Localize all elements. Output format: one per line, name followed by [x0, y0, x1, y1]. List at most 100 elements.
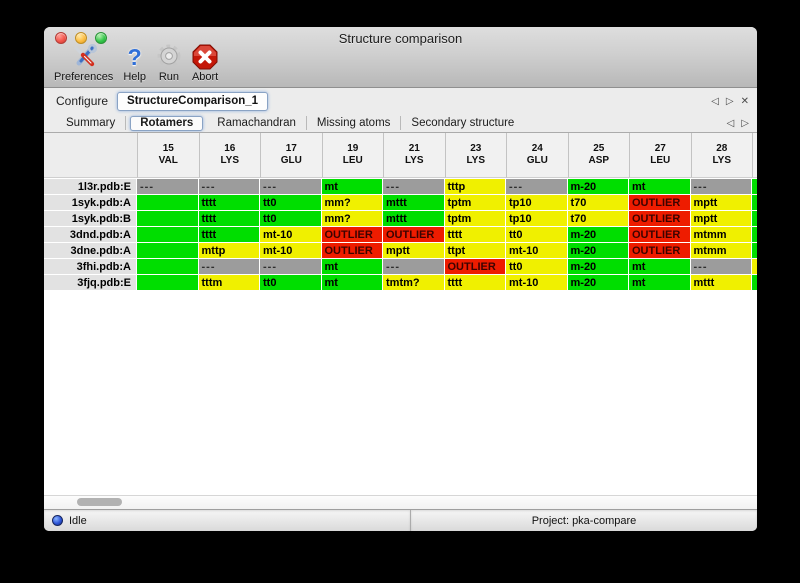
column-header-21[interactable]: 21 LYS	[383, 133, 445, 178]
rotamer-cell[interactable]: m-20	[567, 243, 628, 258]
rotamer-cell[interactable]: mttt	[383, 211, 444, 226]
close-window-button[interactable]	[55, 32, 67, 44]
rotamer-cell[interactable]: tt0	[260, 195, 321, 210]
rotamer-cell[interactable]: tmtm?	[383, 275, 444, 290]
title-bar[interactable]: Structure comparison	[44, 27, 757, 48]
rotamer-cell[interactable]: ttpt	[444, 243, 505, 258]
rotamer-cell[interactable]: mttt	[383, 195, 444, 210]
rotamer-cell[interactable]	[137, 275, 198, 290]
rotamer-cell[interactable]: OUTLIER	[629, 211, 690, 226]
rotamer-cell[interactable]: mt	[629, 179, 690, 194]
rotamer-cell[interactable]: tttt	[198, 227, 259, 242]
rotamer-cell[interactable]: tttp	[444, 179, 505, 194]
rotamer-cell[interactable]: tp10	[506, 211, 567, 226]
rotamer-cell[interactable]: OUTLIER	[629, 243, 690, 258]
rotamer-cell[interactable]: tt0	[506, 259, 567, 274]
rotamer-cell[interactable]: mt-10	[260, 243, 321, 258]
row-label[interactable]: 1syk.pdb:A	[44, 195, 136, 210]
rotamer-cell[interactable]: mttp	[198, 243, 259, 258]
column-header-19[interactable]: 19 LEU	[321, 133, 383, 178]
rotamer-cell[interactable]: ---	[198, 259, 259, 274]
rotamer-cell[interactable]: mt-10	[506, 243, 567, 258]
column-header-24[interactable]: 24 GLU	[506, 133, 568, 178]
rotamer-cell[interactable]: mm?	[321, 195, 382, 210]
close-config-icon[interactable]: ✕	[740, 95, 749, 107]
rotamer-cell[interactable]: mttt	[690, 275, 751, 290]
rotamer-cell[interactable]: ---	[383, 259, 444, 274]
row-label[interactable]: 3fjq.pdb:E	[44, 275, 136, 290]
rotamer-cell[interactable]: ---	[690, 179, 751, 194]
tab-missing-atoms[interactable]: Missing atoms	[307, 116, 402, 130]
scrollbar-thumb[interactable]	[77, 498, 122, 506]
rotamer-cell[interactable]: ---	[506, 179, 567, 194]
tab-rotamers[interactable]: Rotamers	[130, 115, 204, 131]
rotamer-cell[interactable]: mt	[321, 275, 382, 290]
rotamer-cell[interactable]: mptt	[383, 243, 444, 258]
column-header-23[interactable]: 23 LYS	[444, 133, 506, 178]
rotamer-cell[interactable]: ---	[690, 259, 751, 274]
rotamer-cell[interactable]: tttt	[198, 195, 259, 210]
horizontal-scrollbar[interactable]	[44, 495, 757, 509]
rotamer-cell[interactable]: mptt	[690, 211, 751, 226]
minimize-window-button[interactable]	[75, 32, 87, 44]
rotamer-cell[interactable]: mtmm	[690, 227, 751, 242]
column-header-25[interactable]: 25 ASP	[567, 133, 629, 178]
rotamer-cell[interactable]: OUTLIER	[444, 259, 505, 274]
rotamer-cell[interactable]: OUTLIER	[321, 243, 382, 258]
rotamer-cell[interactable]: mtmm	[690, 243, 751, 258]
rotamer-cell[interactable]: tttt	[198, 211, 259, 226]
rotamer-cell[interactable]: ---	[137, 179, 198, 194]
zoom-window-button[interactable]	[95, 32, 107, 44]
rotamer-cell[interactable]	[137, 227, 198, 242]
rotamer-cell[interactable]: mptt	[690, 195, 751, 210]
rotamer-cell[interactable]: tt0	[260, 211, 321, 226]
help-button[interactable]: ? Help	[123, 44, 146, 83]
column-header-27[interactable]: 27 LEU	[629, 133, 691, 178]
column-header-16[interactable]: 16 LYS	[198, 133, 260, 178]
rotamer-cell[interactable]: mt	[321, 259, 382, 274]
rotamer-cell[interactable]: tttt	[444, 275, 505, 290]
tab-secondary-structure[interactable]: Secondary structure	[411, 117, 515, 129]
row-label[interactable]: 3fhi.pdb:A	[44, 259, 136, 274]
run-button[interactable]: Run	[156, 44, 182, 83]
rotamer-cell[interactable]: mt	[321, 179, 382, 194]
rotamer-cell[interactable]: tptm	[444, 195, 505, 210]
prev-tab-icon[interactable]: ◁	[726, 117, 735, 129]
rotamer-cell[interactable]: OUTLIER	[629, 227, 690, 242]
tab-ramachandran[interactable]: Ramachandran	[207, 116, 307, 130]
rotamer-cell[interactable]: mt-10	[260, 227, 321, 242]
rotamer-cell[interactable]: OUTLIER	[383, 227, 444, 242]
rotamer-cell[interactable]: OUTLIER	[321, 227, 382, 242]
rotamer-cell[interactable]: tttt	[444, 227, 505, 242]
rotamer-cell[interactable]: m-20	[567, 259, 628, 274]
configuration-tab[interactable]: StructureComparison_1	[117, 91, 269, 111]
rotamer-cell[interactable]: m-20	[567, 227, 628, 242]
rotamer-cell[interactable]: tt0	[506, 227, 567, 242]
rotamer-cell[interactable]	[137, 243, 198, 258]
rotamer-cell[interactable]: mm?	[321, 211, 382, 226]
rotamer-cell[interactable]	[137, 259, 198, 274]
column-header-15[interactable]: 15 VAL	[137, 133, 199, 178]
row-label[interactable]: 1l3r.pdb:E	[44, 179, 136, 194]
rotamer-cell[interactable]: tt0	[260, 275, 321, 290]
rotamer-cell[interactable]: ---	[383, 179, 444, 194]
rotamer-cell[interactable]: tp10	[506, 195, 567, 210]
next-tab-icon[interactable]: ▷	[741, 117, 749, 129]
rotamer-cell[interactable]: m-20	[567, 179, 628, 194]
rotamer-cell[interactable]: mt	[629, 259, 690, 274]
rotamer-cell[interactable]	[137, 195, 198, 210]
rotamer-cell[interactable]	[137, 211, 198, 226]
row-label[interactable]: 3dne.pdb:A	[44, 243, 136, 258]
prev-config-icon[interactable]: ◁	[711, 95, 719, 107]
column-header-17[interactable]: 17 GLU	[260, 133, 322, 178]
rotamer-cell[interactable]: t70	[567, 195, 628, 210]
rotamer-cell[interactable]: ---	[260, 179, 321, 194]
column-header-28[interactable]: 28 LYS	[690, 133, 752, 178]
rotamer-cell[interactable]: mt	[629, 275, 690, 290]
row-label[interactable]: 3dnd.pdb:A	[44, 227, 136, 242]
rotamer-cell[interactable]: tttm	[198, 275, 259, 290]
row-label[interactable]: 1syk.pdb:B	[44, 211, 136, 226]
rotamer-cell[interactable]: mt-10	[506, 275, 567, 290]
rotamer-cell[interactable]: m-20	[567, 275, 628, 290]
rotamer-cell[interactable]: tptm	[444, 211, 505, 226]
